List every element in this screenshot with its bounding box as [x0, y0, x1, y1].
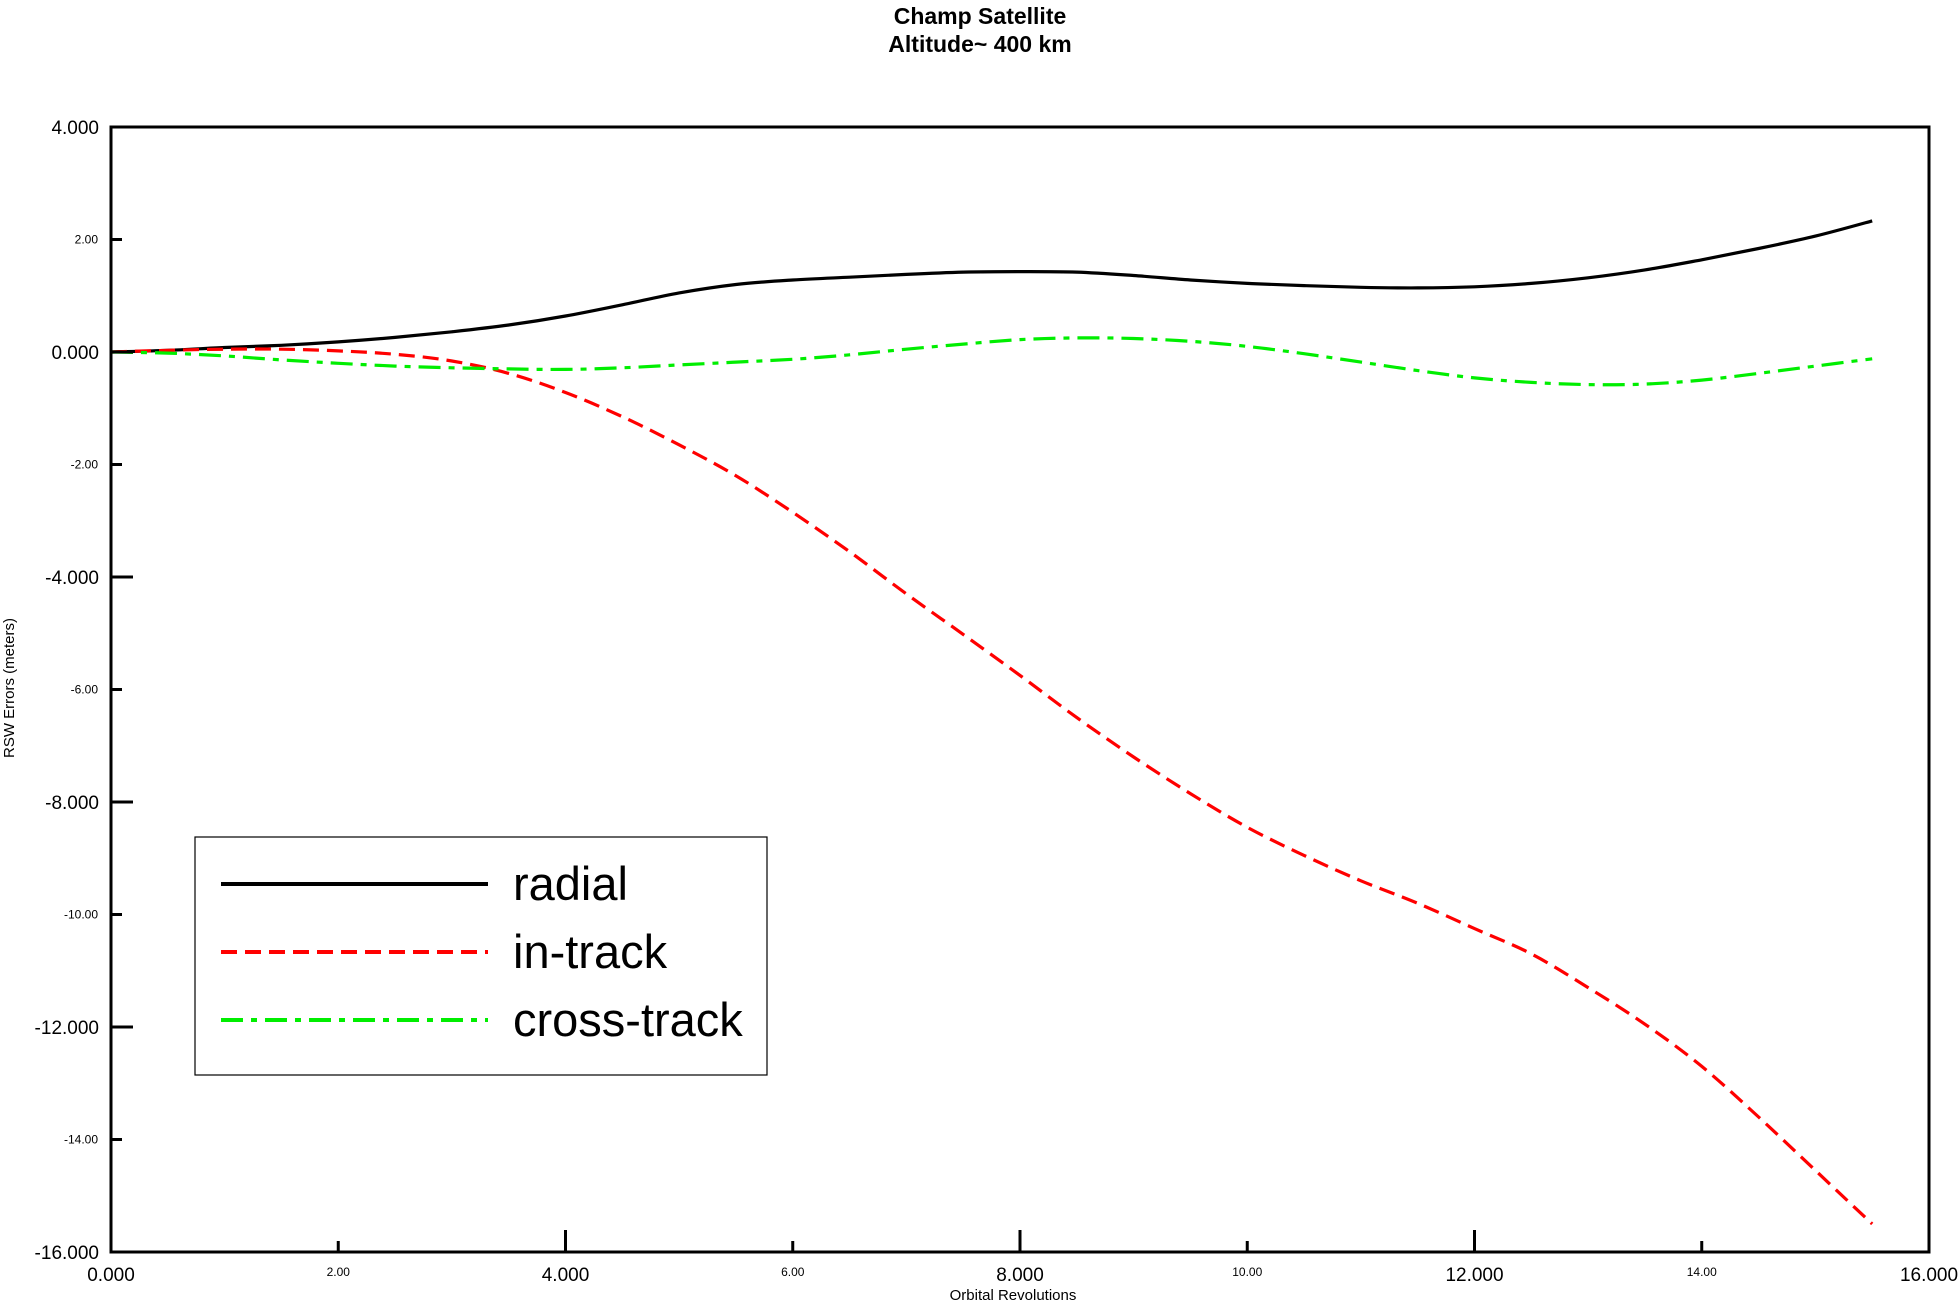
series-line-radial	[110, 219, 1873, 354]
y-tick-label: -14.00	[64, 1133, 98, 1147]
series-line-in-track	[110, 347, 1874, 1226]
x-tick-label: 14.00	[1687, 1265, 1717, 1279]
x-axis-label: Orbital Revolutions	[950, 1287, 1077, 1304]
y-axis-label: RSW Errors (meters)	[1, 618, 18, 758]
x-tick-label: 12.000	[1445, 1265, 1503, 1286]
y-tick-label: -8.000	[45, 793, 99, 814]
legend-box	[194, 836, 768, 1076]
y-tick-label: 4.000	[51, 118, 99, 139]
y-tick-label: -2.00	[71, 458, 99, 472]
x-tick-label: 8.000	[996, 1265, 1044, 1286]
y-tick-label: 0.000	[51, 343, 99, 364]
x-tick-label: 4.000	[542, 1265, 590, 1286]
chart-subtitle: Altitude~ 400 km	[888, 31, 1071, 57]
plot-frame	[109, 125, 1931, 1254]
y-tick-label: -12.000	[35, 1018, 99, 1039]
legend-label-radial: radial	[513, 857, 628, 910]
x-tick-label: 10.00	[1232, 1265, 1262, 1279]
chart-title: Champ Satellite	[894, 3, 1067, 29]
x-tick-label: 2.00	[327, 1265, 351, 1279]
y-tick-label: 2.00	[75, 233, 99, 247]
y-tick-label: -6.00	[71, 683, 99, 697]
x-axis-ticks: 0.000 2.00 4.000 6.00 8.000 10.00 12.000 14.00 1…	[87, 1230, 1958, 1286]
legend-label-in-track: in-track	[513, 925, 668, 978]
y-axis-ticks: 4.000 2.00 0.000 -2.00 -4.000 -6.00 -8.000 -10.…	[35, 118, 133, 1264]
legend: radial in-track cross-track	[194, 836, 768, 1076]
x-tick-label: 6.00	[781, 1265, 805, 1279]
series-line-cross-track	[110, 336, 1873, 387]
legend-label-cross-track: cross-track	[513, 993, 743, 1046]
y-tick-label: -10.00	[64, 908, 98, 922]
x-tick-label: 0.000	[87, 1265, 135, 1286]
series-layer	[110, 219, 1874, 1226]
y-tick-label: -4.000	[45, 568, 99, 589]
y-tick-label: -16.000	[35, 1243, 99, 1264]
x-tick-label: 16.000	[1900, 1265, 1958, 1286]
